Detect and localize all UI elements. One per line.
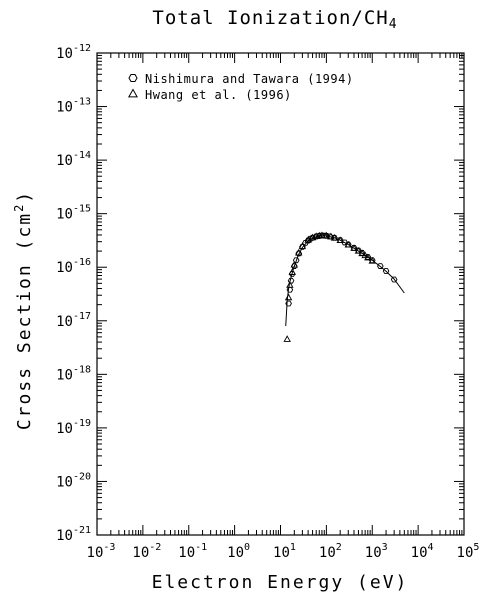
x-tick-label: 102	[319, 542, 342, 561]
data-point-hwang	[368, 256, 376, 264]
data-point-hwang	[318, 231, 326, 239]
x-tick-label: 100	[227, 542, 250, 561]
legend-label-hwang: Hwang et al. (1996)	[145, 88, 292, 102]
data-point-hwang	[350, 244, 358, 251]
legend-hexagon	[128, 74, 138, 82]
axis-ticks	[96, 53, 464, 536]
data-point-hwang	[298, 242, 307, 249]
x-tick-label: 104	[411, 542, 434, 561]
plot-area	[283, 231, 405, 342]
y-axis-label: Cross Section (cm2)	[12, 190, 35, 430]
x-tick-label: 10-3	[87, 542, 116, 561]
data-point-nishimura	[382, 268, 390, 274]
x-axis-label: Electron Energy (eV)	[152, 572, 409, 593]
plot-frame	[96, 52, 465, 536]
y-tick-label: 10-19	[56, 418, 91, 437]
data-point-nishimura	[285, 300, 292, 307]
y-tick-labels: 10-21 10-20 10-19 10-18 10-17 10-16 10-15 10-14…	[56, 43, 91, 544]
data-point-hwang	[283, 335, 291, 342]
data-point-hwang	[364, 253, 372, 261]
data-point-hwang	[330, 233, 339, 241]
y-tick-label: 10-17	[56, 311, 91, 330]
legend-marker-hexagon	[128, 74, 138, 82]
data-point-nishimura	[286, 286, 294, 293]
y-tick-label: 10-16	[56, 257, 91, 276]
data-point-hwang	[295, 248, 303, 256]
data-point-nishimura	[390, 276, 398, 283]
data-point-hwang	[322, 231, 331, 239]
legend-label-nishimura: Nishimura and Tawara (1994)	[145, 72, 354, 86]
legend: Nishimura and Tawara (1994) Hwang et al.…	[128, 72, 354, 102]
x-tick-label: 101	[273, 542, 296, 561]
y-tick-label: 10-15	[56, 204, 91, 223]
data-point-hwang	[290, 260, 299, 268]
y-tick-label: 10-21	[56, 525, 91, 544]
data-point-hwang	[358, 249, 366, 257]
data-point-nishimura	[377, 263, 384, 269]
y-tick-label: 10-18	[56, 364, 91, 383]
y-tick-label: 10-12	[56, 43, 91, 62]
data-point-hwang	[336, 236, 344, 244]
y-tick-label: 10-20	[56, 471, 91, 490]
y-tick-label: 10-14	[56, 150, 91, 169]
data-point-hwang	[354, 246, 363, 254]
x-tick-label: 105	[457, 542, 480, 561]
data-point-nishimura	[287, 277, 295, 284]
legend-marker-triangle	[128, 88, 138, 98]
chart-title-subscript: 4	[389, 17, 398, 32]
data-point-nishimura	[295, 250, 303, 257]
x-tick-label: 10-1	[178, 542, 207, 561]
data-point-hwang	[344, 240, 352, 248]
y-tick-label: 10-13	[56, 97, 91, 116]
chart-title: Total Ionization/CH4	[152, 7, 397, 32]
x-tick-labels: 10-3 10-2 10-1 100 101 102 103 104 105	[87, 542, 480, 561]
data-point-hwang	[288, 268, 296, 275]
data-point-nishimura	[292, 257, 300, 264]
x-tick-label: 103	[365, 542, 388, 561]
data-point-hwang	[286, 281, 294, 288]
data-point-hwang	[327, 232, 335, 240]
data-point-hwang	[284, 293, 293, 301]
y-axis-label-superscript: 2	[12, 203, 26, 212]
data-point-hwang	[361, 251, 369, 259]
legend-triangle	[128, 88, 138, 98]
x-tick-label: 10-2	[132, 542, 161, 561]
